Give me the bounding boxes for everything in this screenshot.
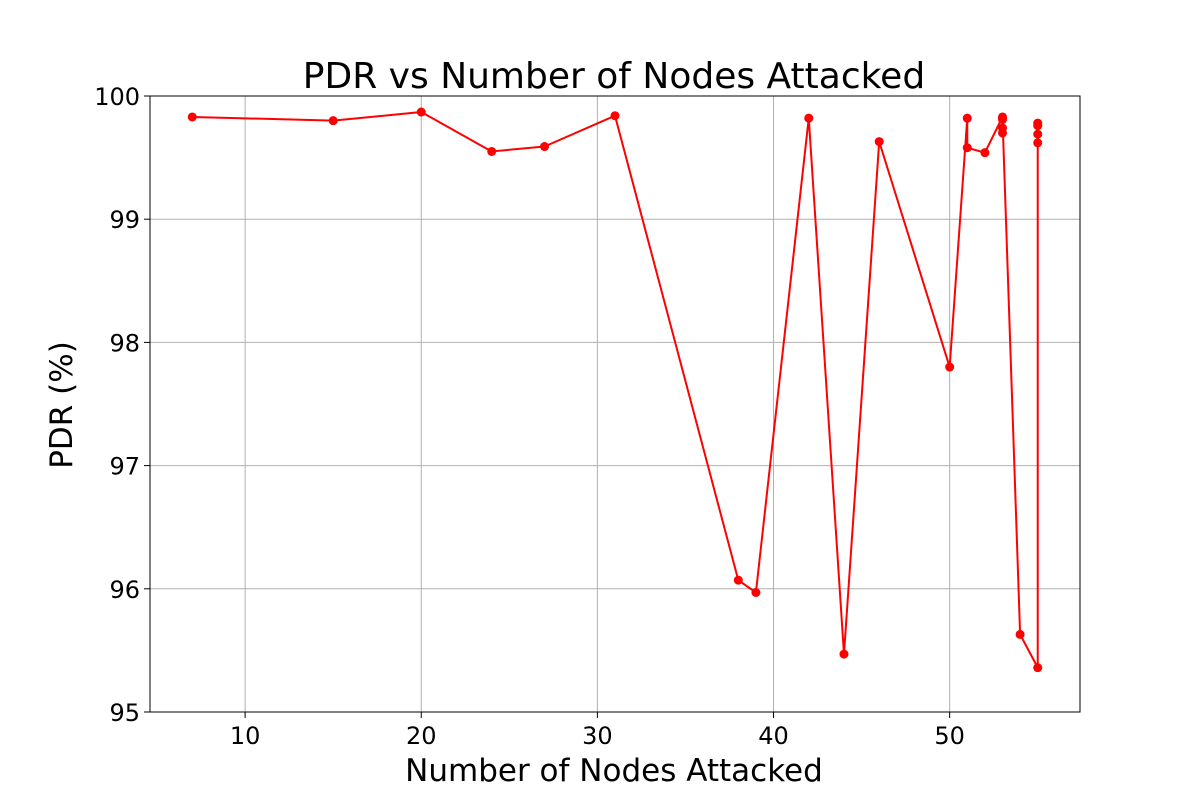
data-point [487,146,497,156]
data-point [962,143,972,153]
data-point [610,111,620,121]
x-tick-label: 10 [230,722,261,750]
data-point [804,113,814,123]
data-point [733,575,743,585]
data-point [1015,629,1025,639]
data-point [874,137,884,147]
y-tick-label: 98 [109,329,140,357]
data-point [751,587,761,597]
axis-ticks: 10 20 30 40 50 95 96 97 98 99 100 [94,83,965,750]
grid-lines [150,95,1080,713]
plot-frame [149,95,1081,713]
y-tick-label: 96 [109,576,140,604]
data-point [416,107,426,117]
data-point [980,148,990,158]
data-point [998,113,1007,123]
data-point [1033,138,1043,148]
data-point [1033,663,1043,673]
data-point [1033,129,1043,139]
x-tick-label: 30 [582,722,613,750]
y-tick-label: 99 [109,206,140,234]
y-tick-label: 100 [94,83,140,111]
data-point [998,128,1007,138]
x-tick-label: 20 [406,722,437,750]
data-point [187,112,197,122]
x-tick-label: 50 [934,722,965,750]
chart-title: PDR vs Number of Nodes Attacked [303,56,925,97]
y-tick-label: 95 [109,699,140,727]
series-line [192,111,1039,669]
x-axis-label: Number of Nodes Attacked [405,753,823,789]
data-point [328,116,338,126]
x-tick-label: 40 [758,722,789,750]
data-point [962,113,972,123]
data-point [839,649,849,659]
y-tick-label: 97 [109,453,140,481]
data-point [1033,118,1043,128]
y-axis-label: PDR (%) [44,341,80,469]
data-series [187,107,1043,673]
data-point [945,362,955,372]
data-point [540,142,550,152]
